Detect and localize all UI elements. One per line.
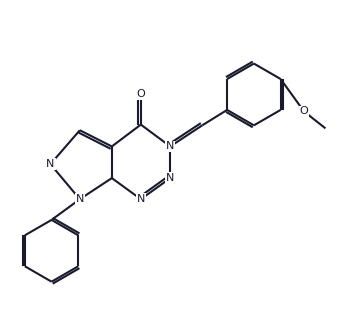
Text: O: O xyxy=(136,89,145,100)
Text: N: N xyxy=(76,194,84,204)
Text: N: N xyxy=(46,159,55,169)
Text: N: N xyxy=(166,173,174,183)
Text: N: N xyxy=(137,194,145,204)
Text: N: N xyxy=(166,141,174,152)
Text: O: O xyxy=(300,107,308,116)
